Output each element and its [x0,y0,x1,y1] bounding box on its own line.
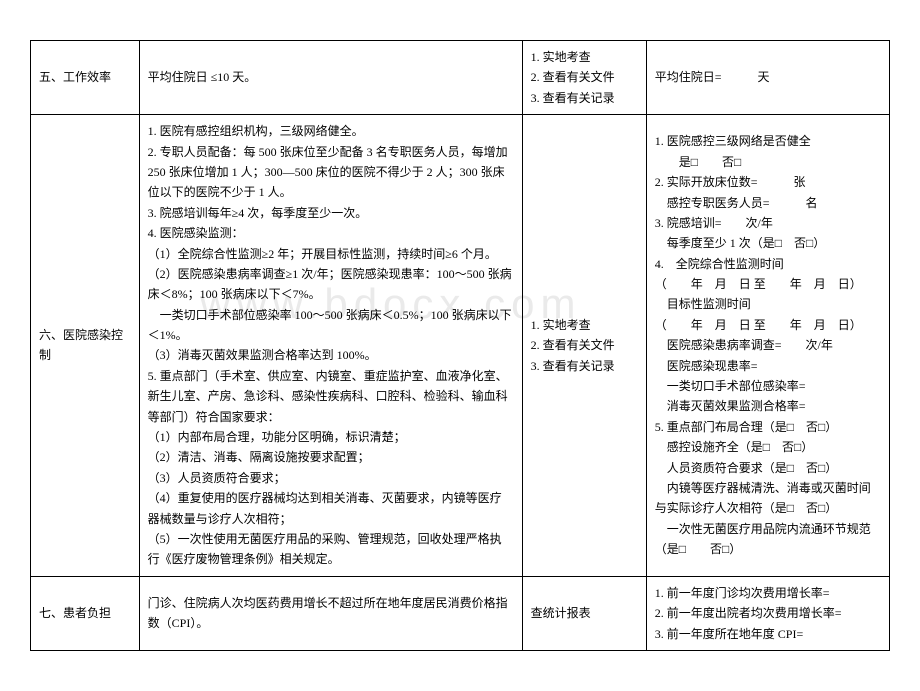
row-title: 七、患者负担 [31,576,140,650]
row-method: 查统计报表 [522,576,646,650]
table-row: 六、医院感染控制 1. 医院有感控组织机构，三级网络健全。 2. 专职人员配备：… [31,115,890,577]
row-title: 五、工作效率 [31,41,140,115]
row-result: 1. 前一年度门诊均次费用增长率= 2. 前一年度出院者均次费用增长率= 3. … [646,576,889,650]
row-result: 1. 医院感控三级网络是否健全 是□ 否□ 2. 实际开放床位数= 张 感控专职… [646,115,889,577]
row-result: 平均住院日= 天 [646,41,889,115]
row-title: 六、医院感染控制 [31,115,140,577]
table-row: 七、患者负担 门诊、住院病人次均医药费用增长不超过所在地年度居民消费价格指数（C… [31,576,890,650]
row-criteria: 平均住院日 ≤10 天。 [139,41,522,115]
row-criteria: 1. 医院有感控组织机构，三级网络健全。 2. 专职人员配备：每 500 张床位… [139,115,522,577]
row-criteria: 门诊、住院病人次均医药费用增长不超过所在地年度居民消费价格指数（CPI）。 [139,576,522,650]
evaluation-table: 五、工作效率 平均住院日 ≤10 天。 1. 实地考查 2. 查看有关文件 3.… [30,40,890,651]
table-row: 五、工作效率 平均住院日 ≤10 天。 1. 实地考查 2. 查看有关文件 3.… [31,41,890,115]
row-method: 1. 实地考查 2. 查看有关文件 3. 查看有关记录 [522,41,646,115]
row-method: 1. 实地考查 2. 查看有关文件 3. 查看有关记录 [522,115,646,577]
